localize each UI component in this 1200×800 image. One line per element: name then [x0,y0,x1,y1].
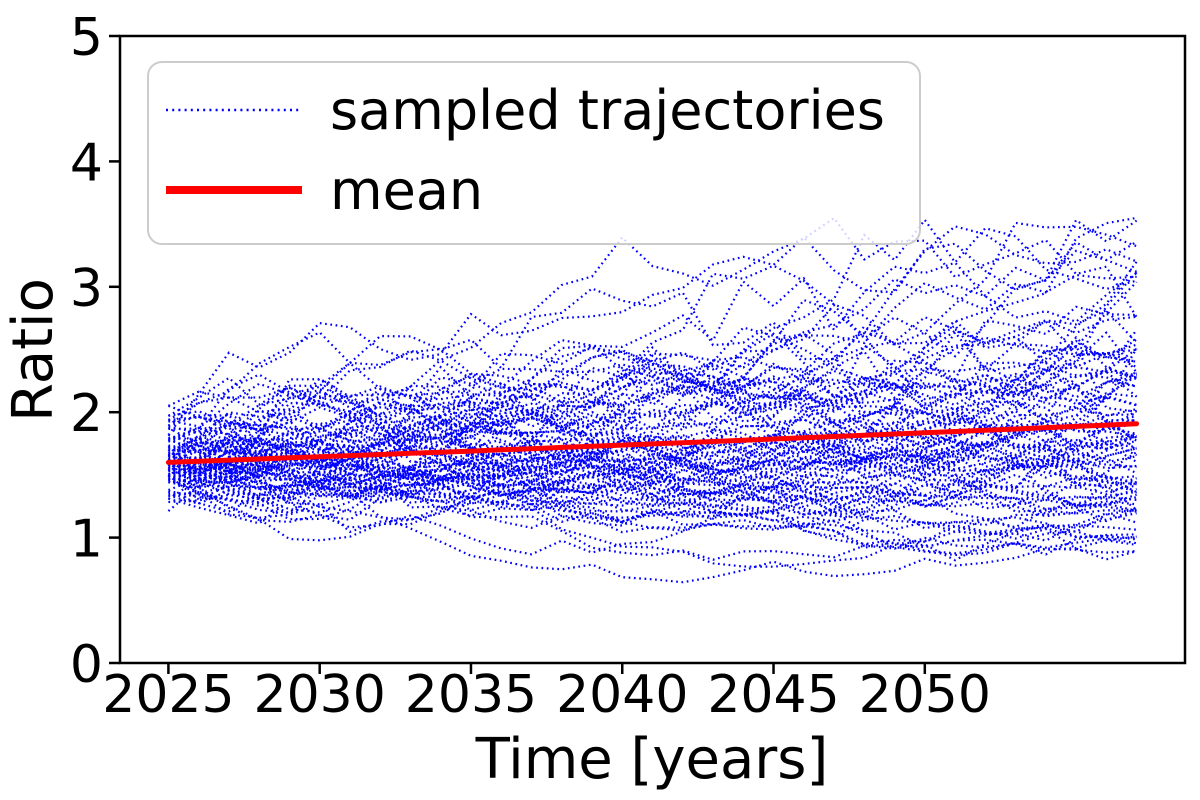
trajectory-line [167,431,1138,519]
trajectory-line [168,331,1138,482]
trajectory-line [167,319,1137,501]
x-axis-label: Time [years] [475,727,829,792]
plot-border [118,34,1187,665]
trajectory-line [168,378,1137,474]
trajectory-line [168,420,1137,507]
trajectory-line [167,445,1138,542]
x-tick-label: 2050 [859,665,991,725]
y-tick-label: 4 [70,133,103,193]
trajectory-line [168,347,1138,478]
trajectory-line [168,369,1137,484]
trajectory-line [167,445,1137,546]
trajectory-line [168,415,1137,535]
trajectory-line [168,225,1138,476]
trajectory-line [168,315,1137,457]
trajectory-line [168,370,1138,495]
trajectory-line [167,361,1138,472]
trajectory-line [168,347,1137,484]
trajectory-line [167,392,1137,524]
y-tick-label: 5 [70,8,103,68]
y-tick-label: 1 [70,510,103,570]
legend-label-sampled-trajectories: sampled trajectories [330,79,885,142]
trajectory-line [168,350,1137,473]
y-axis-ticks: 0 1 2 3 4 5 [70,8,120,695]
trajectory-line [168,428,1138,515]
trajectory-line [168,372,1137,479]
trajectory-line [167,218,1138,436]
trajectory-line [168,344,1137,436]
trajectory-line [168,418,1137,501]
x-tick-label: 2035 [405,665,537,725]
trajectory-line [167,426,1137,530]
y-tick-label: 0 [70,635,103,695]
trajectory-line [167,429,1138,498]
trajectory-line [167,216,1138,459]
trajectory-line [167,323,1137,454]
trajectory-line [168,489,1137,568]
x-tick-label: 2045 [707,665,839,725]
legend: sampled trajectories mean [147,61,921,245]
trajectory-line [168,407,1137,513]
trajectory-line [168,343,1137,479]
trajectory-line [167,287,1138,427]
trajectory-line [168,373,1137,483]
x-axis-ticks: 2025 2030 2035 2040 2045 2050 [102,663,991,725]
trajectory-line [168,418,1137,517]
trajectory-line [168,477,1137,513]
trajectory-line [168,467,1137,539]
trajectory-line [167,329,1138,470]
trajectory-line [167,453,1137,516]
x-tick-label: 2030 [254,665,386,725]
trajectory-line [167,441,1137,562]
trajectory-line [167,240,1138,442]
trajectory-line [167,354,1137,469]
trajectory-line [168,261,1138,493]
trajectory-line [168,221,1137,460]
trajectory-line [167,359,1138,514]
legend-label-mean: mean [330,159,483,222]
trajectory-line [168,454,1138,512]
y-axis-label: Ratio [1,278,66,422]
trajectory-line [167,390,1137,561]
trajectory-line [168,376,1137,496]
trajectory-line [168,435,1138,527]
trajectory-line [168,402,1137,521]
trajectory-line [168,344,1137,475]
trajectory-line [167,216,1137,442]
trajectory-line [168,249,1137,495]
trajectory-line [167,376,1137,529]
trajectory-line [168,425,1137,493]
trajectory-line [168,434,1137,513]
y-tick-label: 2 [70,384,103,444]
y-tick-label: 3 [70,259,103,319]
trajectory-line [167,434,1137,502]
trajectory-line [168,484,1137,561]
trajectory-line [168,431,1137,557]
legend-box [147,61,921,245]
mean-line-series [165,421,1140,465]
trajectory-line [167,362,1138,454]
trajectory-line [168,465,1137,516]
x-tick-label: 2025 [102,665,234,725]
trajectory-line [167,352,1138,481]
trajectory-line [168,372,1137,471]
trajectory-line [168,416,1137,489]
trajectory-line [168,402,1138,529]
x-tick-label: 2040 [556,665,688,725]
sampled-trajectories-series [167,216,1138,584]
